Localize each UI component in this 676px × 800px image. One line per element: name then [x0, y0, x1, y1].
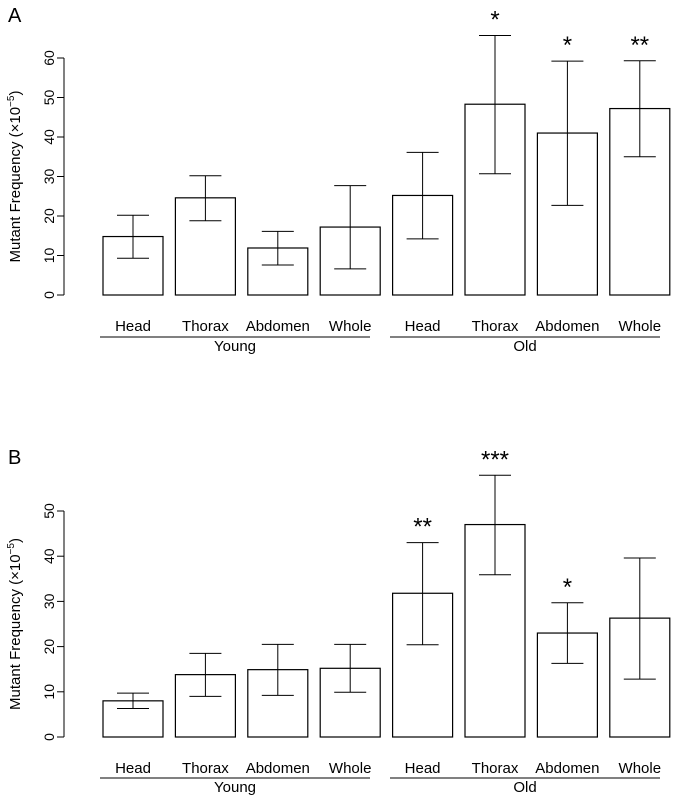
y-tick-label: 60 — [41, 50, 57, 66]
category-label: Abdomen — [535, 760, 599, 777]
group-label: Old — [513, 779, 536, 796]
y-axis-label-close: ) — [7, 91, 24, 96]
y-axis-label-close: ) — [7, 538, 24, 543]
category-label: Abdomen — [535, 318, 599, 335]
y-axis-label-text: Mutant Frequency (×10 — [7, 554, 24, 710]
y-tick-label: 50 — [41, 90, 57, 106]
category-label: Thorax — [472, 318, 519, 335]
panel-label: B — [8, 447, 21, 469]
y-tick-label: 30 — [41, 593, 57, 609]
category-label: Thorax — [472, 760, 519, 777]
category-label: Thorax — [182, 760, 229, 777]
y-tick-label: 40 — [41, 548, 57, 564]
y-tick-label: 0 — [41, 291, 57, 299]
y-tick-label: 0 — [41, 733, 57, 741]
panel-a: A 0 10 20 30 40 50 60 Mutant Frequency (×10−5) He… — [6, 5, 671, 355]
category-label: Thorax — [182, 318, 229, 335]
y-tick-label: 20 — [41, 208, 57, 224]
y-tick-label: 50 — [41, 503, 57, 519]
category-label: Head — [405, 760, 441, 777]
category-label: Whole — [329, 760, 372, 777]
category-label: Head — [115, 318, 151, 335]
y-tick-label: 10 — [41, 684, 57, 700]
significance-marker: * — [563, 574, 572, 601]
category-label: Head — [115, 760, 151, 777]
y-tick-label: 10 — [41, 248, 57, 264]
category-label: Abdomen — [246, 318, 310, 335]
y-axis-label-exponent: −5 — [6, 95, 17, 107]
panel-label: A — [8, 5, 22, 27]
category-label: Whole — [619, 760, 662, 777]
bar — [392, 194, 454, 296]
significance-marker: ** — [413, 514, 432, 541]
category-label: Whole — [329, 318, 372, 335]
significance-marker: * — [490, 6, 499, 33]
significance-marker: *** — [481, 446, 509, 473]
y-axis-label-text: Mutant Frequency (×10 — [7, 107, 24, 263]
y-tick-label: 20 — [41, 639, 57, 655]
y-tick-label: 40 — [41, 129, 57, 145]
y-axis-label: Mutant Frequency (×10−5) — [6, 91, 24, 263]
significance-marker: ** — [630, 32, 649, 59]
category-label: Whole — [619, 318, 662, 335]
y-axis-label-exponent: −5 — [6, 543, 17, 555]
y-axis-label: Mutant Frequency (×10−5) — [6, 538, 24, 710]
group-label: Young — [214, 338, 256, 355]
y-tick-label: 30 — [41, 169, 57, 185]
group-label: Old — [513, 338, 536, 355]
category-label: Head — [405, 318, 441, 335]
category-label: Abdomen — [246, 760, 310, 777]
group-label: Young — [214, 779, 256, 796]
significance-marker: * — [563, 32, 572, 59]
panel-b: B 0 10 20 30 40 50 Mutant Frequency (×10−5) Head… — [6, 446, 671, 796]
